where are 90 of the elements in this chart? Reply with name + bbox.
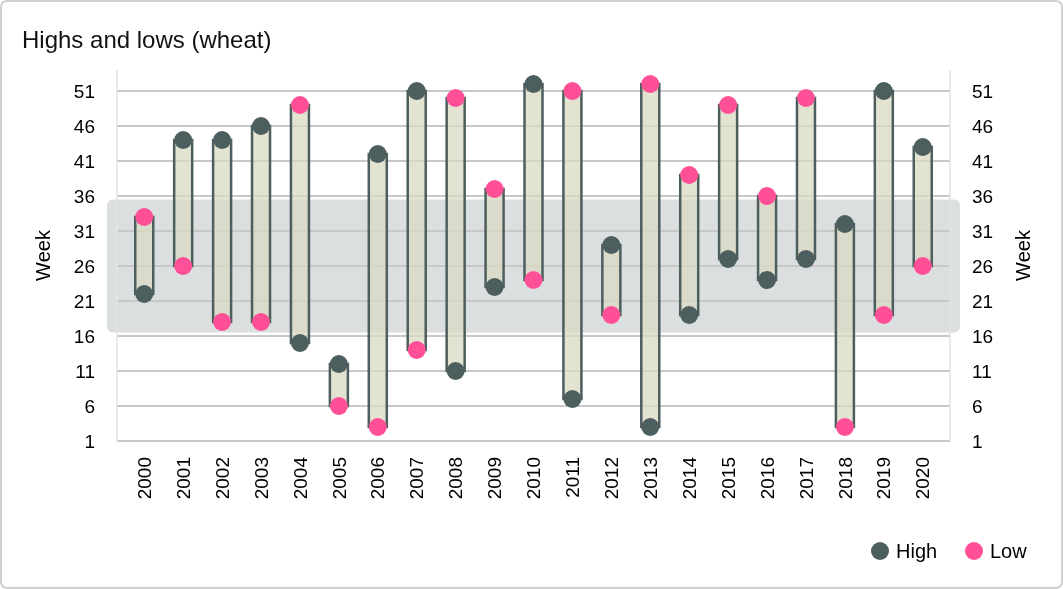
point: [407, 341, 426, 359]
point: [680, 306, 699, 324]
legend-label: Low: [990, 540, 1028, 562]
x-tick-label: 2000: [133, 457, 155, 500]
point: [680, 166, 699, 184]
x-tick-label: 2003: [250, 457, 272, 500]
point: [719, 96, 738, 114]
x-tick-label: 2018: [834, 457, 856, 500]
x-tick-label: 2002: [211, 457, 233, 500]
point: [835, 215, 854, 233]
point: [719, 250, 738, 268]
x-tick-label: 2019: [873, 457, 895, 500]
y-tick-label: 51: [73, 80, 95, 102]
point: [329, 397, 348, 415]
y-tick-label: 26: [73, 255, 95, 277]
point: [485, 180, 504, 198]
point: [135, 285, 154, 303]
x-tick-label: 2014: [678, 456, 700, 500]
x-tick-label: 2008: [445, 457, 467, 500]
y-tick-label: 41: [73, 150, 95, 172]
point: [252, 117, 271, 135]
point: [174, 131, 193, 149]
point: [446, 362, 465, 380]
y2-tick-label: 31: [972, 220, 994, 242]
y2-tick-label: 26: [972, 255, 994, 277]
y-tick-label: 11: [75, 360, 95, 382]
point: [602, 236, 621, 254]
point: [796, 250, 815, 268]
point: [290, 96, 309, 114]
point: [874, 306, 893, 324]
point: [524, 75, 543, 93]
y-axis-title: Week: [32, 229, 54, 281]
x-tick-label: 2009: [484, 457, 506, 500]
y2-tick-label: 21: [972, 290, 994, 312]
point: [913, 257, 932, 275]
y2-tick-label: 51: [972, 80, 994, 102]
point: [213, 131, 232, 149]
x-tick-label: 2013: [639, 457, 661, 500]
y-tick-label: 16: [73, 325, 95, 347]
x-tick-label: 2010: [523, 457, 545, 500]
x-tick-label: 2004: [289, 456, 311, 500]
x-tick-label: 2016: [756, 457, 778, 500]
y-tick-label: 31: [73, 220, 95, 242]
y-tick-label: 6: [84, 395, 95, 417]
x-tick-label: 2006: [367, 457, 389, 500]
point: [874, 82, 893, 100]
y-tick-label: 1: [84, 430, 95, 452]
y2-tick-label: 11: [972, 360, 992, 382]
point: [796, 89, 815, 107]
point: [446, 89, 465, 107]
x-tick-label: 2012: [601, 457, 622, 500]
point: [174, 257, 193, 275]
point: [602, 306, 621, 324]
point: [835, 418, 854, 436]
y2-tick-label: 41: [972, 150, 994, 172]
point: [135, 208, 154, 226]
point: [758, 271, 777, 289]
point: [329, 355, 348, 373]
chart-title: Highs and lows (wheat): [22, 26, 272, 53]
point: [641, 75, 660, 93]
x-tick-label: 2020: [912, 457, 934, 500]
point: [368, 145, 387, 163]
x-tick-label: 2007: [406, 457, 428, 500]
y-tick-label: 21: [73, 290, 95, 312]
y2-tick-label: 1: [972, 430, 983, 452]
legend-label: High: [896, 540, 938, 562]
point: [368, 418, 387, 436]
point: [485, 278, 504, 296]
y-tick-label: 46: [73, 115, 95, 137]
y-tick-label: 36: [73, 185, 95, 207]
point: [524, 271, 543, 289]
point: [563, 390, 582, 408]
point: [563, 82, 582, 100]
x-tick-label: 2015: [717, 457, 739, 500]
point: [913, 138, 932, 156]
x-tick-label: 2017: [795, 457, 817, 500]
x-tick-label: 2005: [328, 457, 350, 500]
y2-tick-label: 6: [972, 395, 983, 417]
x-tick-label: 2011: [562, 457, 584, 498]
point: [758, 187, 777, 205]
point: [213, 313, 232, 331]
y2-axis-title: Week: [1012, 229, 1034, 281]
x-tick-label: 2001: [172, 457, 194, 500]
point: [407, 82, 426, 100]
point: [290, 334, 309, 352]
y2-tick-label: 16: [972, 325, 994, 347]
point: [252, 313, 271, 331]
y2-tick-label: 46: [972, 115, 994, 137]
y2-tick-label: 36: [972, 185, 994, 207]
point: [641, 418, 660, 436]
